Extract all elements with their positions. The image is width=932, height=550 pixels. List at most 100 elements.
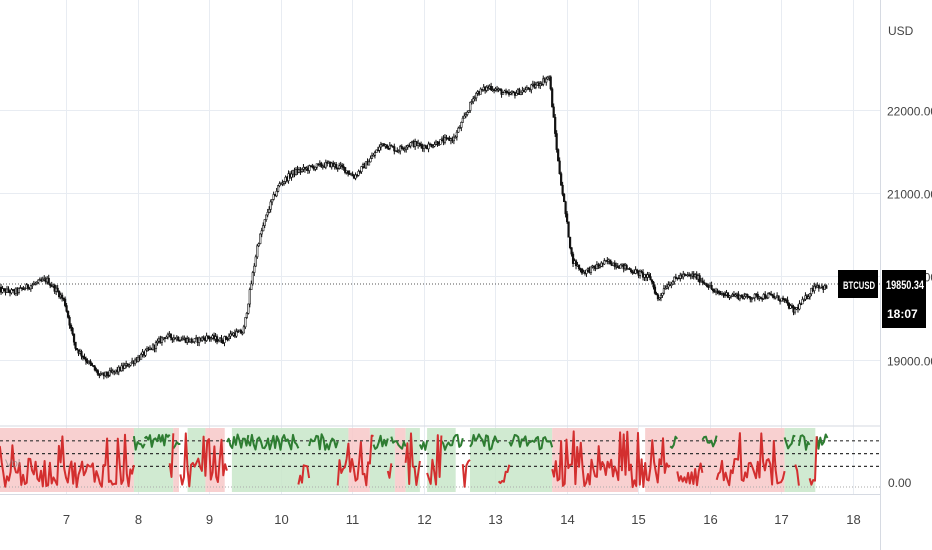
green-indicator-line — [797, 434, 811, 451]
x-tick-label: 12 — [417, 512, 431, 527]
candle — [560, 171, 563, 186]
candle — [774, 296, 777, 300]
candle — [753, 293, 756, 302]
candle — [452, 133, 455, 145]
candle — [475, 91, 478, 102]
candle — [515, 90, 518, 96]
candle — [801, 296, 804, 305]
candle — [242, 324, 245, 334]
candle — [568, 236, 572, 250]
candle — [470, 99, 473, 105]
candle — [251, 270, 254, 286]
candle — [549, 75, 552, 91]
candle — [351, 171, 354, 177]
candle — [509, 91, 512, 96]
candle — [764, 291, 767, 300]
candle — [342, 163, 345, 171]
candle — [17, 287, 21, 295]
time-axis[interactable]: 7 8 9 10 11 12 13 14 15 16 17 18 — [63, 512, 861, 527]
candle — [227, 333, 231, 342]
candle — [139, 352, 143, 360]
candle — [437, 141, 441, 146]
candle — [409, 141, 412, 149]
candle — [473, 95, 476, 102]
candle — [673, 276, 676, 285]
candle — [56, 284, 59, 293]
candle — [192, 341, 195, 344]
candle — [710, 281, 713, 291]
candle — [467, 110, 470, 114]
candle — [729, 295, 733, 299]
candle — [756, 291, 759, 300]
y-tick-label: 22000.00 — [887, 105, 932, 119]
candle — [609, 259, 612, 265]
candle — [780, 297, 783, 302]
candle — [571, 251, 575, 268]
candle — [220, 334, 223, 344]
red-band — [394, 428, 406, 492]
candle — [263, 219, 266, 229]
candle — [490, 82, 493, 92]
candle — [338, 162, 341, 170]
candle — [650, 279, 654, 284]
grid-lines — [0, 0, 880, 494]
candle — [248, 287, 251, 308]
candle — [324, 159, 327, 170]
candle — [290, 170, 293, 181]
candle — [472, 95, 475, 105]
candle — [466, 110, 469, 117]
candle — [58, 290, 61, 299]
candle — [300, 167, 304, 173]
currency-label: USD — [888, 24, 914, 38]
candle — [570, 247, 573, 257]
candle — [790, 303, 794, 309]
candle — [257, 242, 260, 248]
x-tick-label: 14 — [560, 512, 574, 527]
candle — [393, 143, 396, 155]
red-band — [173, 428, 179, 492]
candle — [347, 170, 350, 177]
candle — [418, 142, 421, 147]
candle — [662, 285, 666, 295]
candle — [461, 115, 464, 123]
price-candles — [0, 75, 828, 380]
candle — [561, 181, 564, 197]
candle — [129, 362, 132, 367]
candle — [504, 88, 508, 96]
candle — [390, 144, 393, 147]
y-tick-label: 19000.00 — [887, 355, 932, 369]
x-tick-label: 10 — [274, 512, 288, 527]
candle — [625, 263, 628, 271]
last-price-badge[interactable]: 19850.34 18:07 — [882, 270, 926, 328]
candle — [534, 81, 537, 90]
candle — [89, 359, 92, 367]
candle — [403, 146, 406, 153]
candle — [455, 130, 458, 141]
candle — [166, 332, 169, 340]
candle — [802, 298, 806, 302]
candle — [554, 113, 557, 137]
candle — [479, 87, 482, 95]
candle — [619, 263, 622, 269]
candle — [320, 161, 323, 168]
candle — [565, 211, 569, 224]
candle — [740, 294, 743, 298]
candle — [563, 192, 566, 203]
candle — [10, 288, 13, 295]
candle — [557, 148, 560, 162]
candle — [433, 141, 436, 148]
candle — [269, 199, 272, 213]
x-tick-label: 13 — [488, 512, 502, 527]
symbol-badge[interactable]: BTCUSD — [838, 270, 878, 298]
candle — [253, 263, 256, 276]
candle — [799, 302, 803, 306]
green-indicator-line — [508, 434, 554, 451]
x-tick-label: 7 — [63, 512, 70, 527]
candle — [658, 297, 661, 301]
candle — [711, 288, 715, 294]
candle — [315, 163, 318, 170]
candle — [370, 152, 374, 159]
red-indicator-line — [497, 464, 511, 485]
candle — [209, 336, 213, 342]
